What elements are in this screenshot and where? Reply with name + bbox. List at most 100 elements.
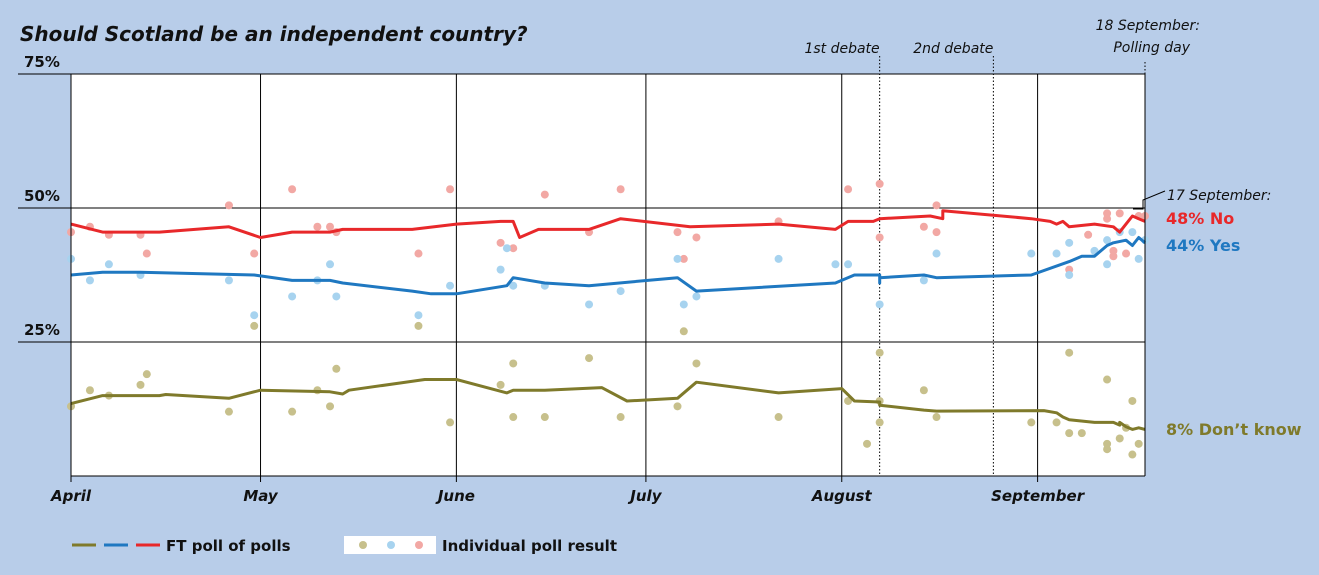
poll-dot-no-8 <box>313 222 322 231</box>
poll-dot-dont-know-9 <box>326 402 335 411</box>
poll-dot-yes-25 <box>919 276 928 285</box>
poll-dot-yes-33 <box>1103 260 1112 269</box>
poll-dot-yes-18 <box>673 254 682 263</box>
poll-dot-dont-know-38 <box>1115 434 1124 443</box>
polling-day-label-2: Polling day <box>1113 40 1190 56</box>
poll-dot-no-27 <box>932 201 941 210</box>
poll-dot-yes-29 <box>1065 238 1074 247</box>
poll-dot-dont-know-12 <box>446 418 455 427</box>
legend-label-individual: Individual poll result <box>442 537 617 555</box>
poll-dot-dont-know-30 <box>1027 418 1036 427</box>
grid <box>18 73 1145 476</box>
poll-dot-no-9 <box>326 222 335 231</box>
poll-dot-dont-know-32 <box>1065 348 1074 357</box>
poll-dot-no-15 <box>540 190 549 199</box>
poll-dot-no-26 <box>932 228 941 237</box>
poll-dot-dont-know-33 <box>1065 429 1074 438</box>
poll-dot-dont-know-20 <box>679 327 688 336</box>
end-label-no: 48% No <box>1166 209 1234 228</box>
poll-dot-dont-know-42 <box>1134 439 1143 448</box>
poll-dot-yes-24 <box>875 300 884 309</box>
poll-dot-yes-32 <box>1103 236 1112 245</box>
chart-title: Should Scotland be an independent countr… <box>20 22 528 46</box>
latest-callout-line <box>1133 190 1166 210</box>
polling-day-label-1: 18 September: <box>1096 18 1200 34</box>
series-line-no <box>70 209 1146 239</box>
poll-dot-dont-know-22 <box>774 413 783 422</box>
poll-dot-yes-12 <box>496 265 505 274</box>
poll-dot-no-11 <box>414 249 423 258</box>
poll-dot-dont-know-31 <box>1052 418 1061 427</box>
poll-dot-yes-16 <box>585 300 594 309</box>
poll-dot-dont-know-19 <box>673 402 682 411</box>
latest-date-label: 17 September: <box>1167 188 1271 204</box>
poll-dot-dont-know-14 <box>509 413 518 422</box>
poll-dot-no-14 <box>509 244 518 253</box>
poll-dot-no-18 <box>673 228 682 237</box>
poll-dot-dont-know-7 <box>288 407 297 416</box>
poll-dot-no-24 <box>875 233 884 242</box>
poll-dot-no-35 <box>1122 249 1131 258</box>
poll-dot-yes-2 <box>104 260 113 269</box>
poll-dot-yes-5 <box>250 311 259 320</box>
poll-dot-no-31 <box>1103 214 1112 223</box>
poll-dot-no-7 <box>288 185 297 194</box>
poll-dot-no-17 <box>616 185 625 194</box>
series-line-yes <box>70 236 1146 296</box>
poll-dot-dont-know-11 <box>414 321 423 330</box>
poll-dot-dont-know-35 <box>1103 375 1112 384</box>
poll-dot-yes-26 <box>932 249 941 258</box>
poll-dot-no-19 <box>679 254 688 263</box>
poll-dot-yes-27 <box>1027 249 1036 258</box>
poll-dot-yes-1 <box>85 276 94 285</box>
y-tick-label-50: 50% <box>24 187 60 205</box>
poll-dot-yes-35 <box>1128 228 1137 237</box>
poll-dot-yes-4 <box>224 276 233 285</box>
poll-dot-yes-14 <box>509 281 518 290</box>
poll-dot-dont-know-34 <box>1077 429 1086 438</box>
legend-dot-swatch <box>344 536 436 554</box>
annotations: 17 September: 48% No 44% Yes 8% Don’t know <box>1133 188 1302 439</box>
poll-dot-dont-know-37 <box>1103 445 1112 454</box>
poll-dot-dont-know-40 <box>1128 450 1137 459</box>
end-label-yes: 44% Yes <box>1166 236 1240 255</box>
poll-of-polls-lines <box>70 209 1146 431</box>
legend-dot-yes <box>387 541 395 549</box>
poll-dot-dont-know-1 <box>85 386 94 395</box>
poll-dot-no-5 <box>224 201 233 210</box>
x-tick-label-july: July <box>627 487 662 505</box>
x-tick-label-september: September <box>991 487 1086 505</box>
x-tick-label-june: June <box>435 487 475 505</box>
poll-dot-dont-know-23 <box>844 396 853 405</box>
poll-dot-dont-know-5 <box>224 407 233 416</box>
poll-dot-yes-19 <box>679 300 688 309</box>
legend: FT poll of polls Individual poll result <box>72 536 617 555</box>
event-label-2nd-debate: 2nd debate <box>913 41 993 57</box>
poll-dot-dont-know-26 <box>875 418 884 427</box>
poll-dot-no-20 <box>692 233 701 242</box>
poll-dot-dont-know-16 <box>540 413 549 422</box>
poll-dot-yes-10 <box>414 311 423 320</box>
poll-dot-no-12 <box>446 185 455 194</box>
poll-dot-no-6 <box>250 249 259 258</box>
poll-dot-no-29 <box>1084 230 1093 239</box>
axes: 75% 50% 25% April May June July August September <box>24 53 1146 505</box>
legend-dot-no <box>415 541 423 549</box>
poll-dot-no-25 <box>919 222 928 231</box>
poll-dot-dont-know-41 <box>1128 396 1137 405</box>
poll-dot-dont-know-28 <box>919 386 928 395</box>
poll-dot-yes-30 <box>1065 271 1074 279</box>
poll-dot-yes-11 <box>446 281 455 290</box>
poll-dot-yes-22 <box>831 260 840 269</box>
poll-dot-yes-20 <box>692 292 701 301</box>
poll-dot-yes-23 <box>844 260 853 269</box>
x-tick-label-may: May <box>243 487 279 505</box>
poll-dot-dont-know-21 <box>692 359 701 368</box>
poll-dot-no-34 <box>1115 209 1124 218</box>
poll-dot-dont-know-10 <box>332 364 341 373</box>
x-tick-label-april: April <box>50 487 92 505</box>
poll-dot-yes-28 <box>1052 249 1061 258</box>
event-label-1st-debate: 1st debate <box>804 41 879 57</box>
series-line-dont-know <box>70 378 1146 431</box>
